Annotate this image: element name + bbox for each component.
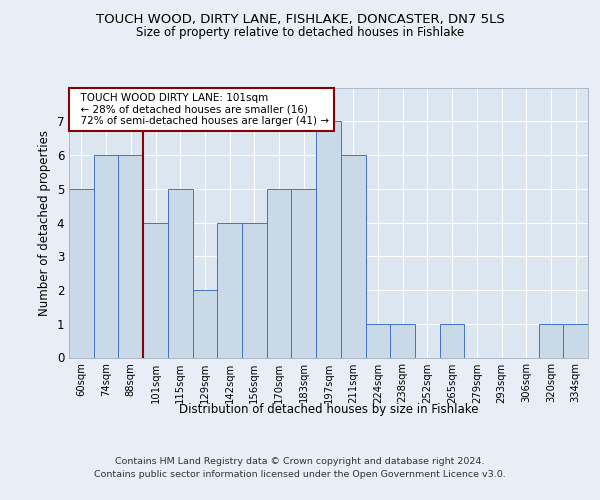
Text: Size of property relative to detached houses in Fishlake: Size of property relative to detached ho… <box>136 26 464 39</box>
Bar <box>292 188 316 358</box>
Bar <box>539 324 563 358</box>
Y-axis label: Number of detached properties: Number of detached properties <box>38 130 51 316</box>
Text: Distribution of detached houses by size in Fishlake: Distribution of detached houses by size … <box>179 402 479 415</box>
Bar <box>365 324 390 358</box>
Bar <box>316 121 341 358</box>
Bar <box>440 324 464 358</box>
Bar <box>118 155 143 358</box>
Bar <box>217 222 242 358</box>
Bar <box>168 188 193 358</box>
Bar <box>341 155 365 358</box>
Text: Contains HM Land Registry data © Crown copyright and database right 2024.: Contains HM Land Registry data © Crown c… <box>115 458 485 466</box>
Text: TOUCH WOOD DIRTY LANE: 101sqm
  ← 28% of detached houses are smaller (16)
  72% : TOUCH WOOD DIRTY LANE: 101sqm ← 28% of d… <box>74 93 329 126</box>
Bar <box>563 324 588 358</box>
Bar <box>193 290 217 358</box>
Text: Contains public sector information licensed under the Open Government Licence v3: Contains public sector information licen… <box>94 470 506 479</box>
Bar <box>69 188 94 358</box>
Bar <box>143 222 168 358</box>
Text: TOUCH WOOD, DIRTY LANE, FISHLAKE, DONCASTER, DN7 5LS: TOUCH WOOD, DIRTY LANE, FISHLAKE, DONCAS… <box>95 12 505 26</box>
Bar <box>94 155 118 358</box>
Bar <box>390 324 415 358</box>
Bar <box>242 222 267 358</box>
Bar <box>267 188 292 358</box>
